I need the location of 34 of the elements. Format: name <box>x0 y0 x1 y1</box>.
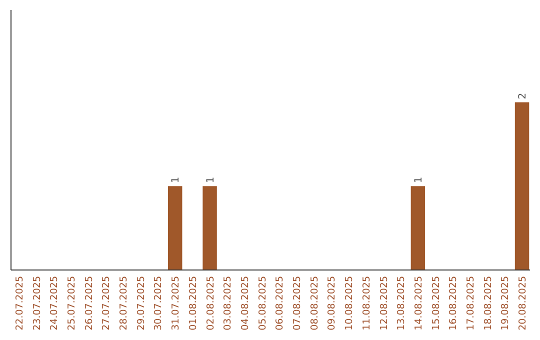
x-tick-label: 09.08.2025 <box>326 276 338 330</box>
x-tick-label: 20.08.2025 <box>518 276 529 330</box>
x-tick-label: 13.08.2025 <box>396 276 408 330</box>
x-tick-label: 10.08.2025 <box>344 276 356 330</box>
data-label: 1 <box>413 176 424 184</box>
x-tick-label: 22.07.2025 <box>14 276 26 330</box>
data-label: 1 <box>170 176 182 184</box>
x-tick-label: 08.08.2025 <box>309 276 320 330</box>
x-tick-label: 04.08.2025 <box>240 276 251 330</box>
x-tick-label: 16.08.2025 <box>448 276 460 330</box>
x-tick-label: 27.07.2025 <box>101 276 112 330</box>
x-tick-label: 11.08.2025 <box>361 276 372 330</box>
x-tick-label: 24.07.2025 <box>49 276 60 330</box>
x-tick-label: 23.07.2025 <box>32 276 43 330</box>
data-label: 2 <box>518 92 529 100</box>
x-tick-label: 19.08.2025 <box>500 276 512 330</box>
x-tick-label: 28.07.2025 <box>118 276 130 330</box>
data-label: 1 <box>205 176 216 184</box>
x-tick-label: 03.08.2025 <box>222 276 234 330</box>
x-tick-label: 02.08.2025 <box>205 276 216 330</box>
x-tick-label: 18.08.2025 <box>482 276 494 330</box>
x-tick-label: 06.08.2025 <box>274 276 286 330</box>
x-tick-label: 31.07.2025 <box>170 276 182 330</box>
x-tick-label: 12.08.2025 <box>378 276 390 330</box>
x-tick-label: 05.08.2025 <box>257 276 268 330</box>
x-tick-label: 14.08.2025 <box>413 276 424 330</box>
x-tick-label: 17.08.2025 <box>465 276 476 330</box>
x-tick-label: 15.08.2025 <box>430 276 442 330</box>
x-tick-label: 25.07.2025 <box>66 276 78 330</box>
x-tick-label: 29.07.2025 <box>136 276 147 330</box>
x-tick-label: 07.08.2025 <box>292 276 304 330</box>
x-tick-label: 30.07.2025 <box>153 276 164 330</box>
x-tick-label: 26.07.2025 <box>84 276 95 330</box>
x-tick-label: 01.08.2025 <box>188 276 199 330</box>
